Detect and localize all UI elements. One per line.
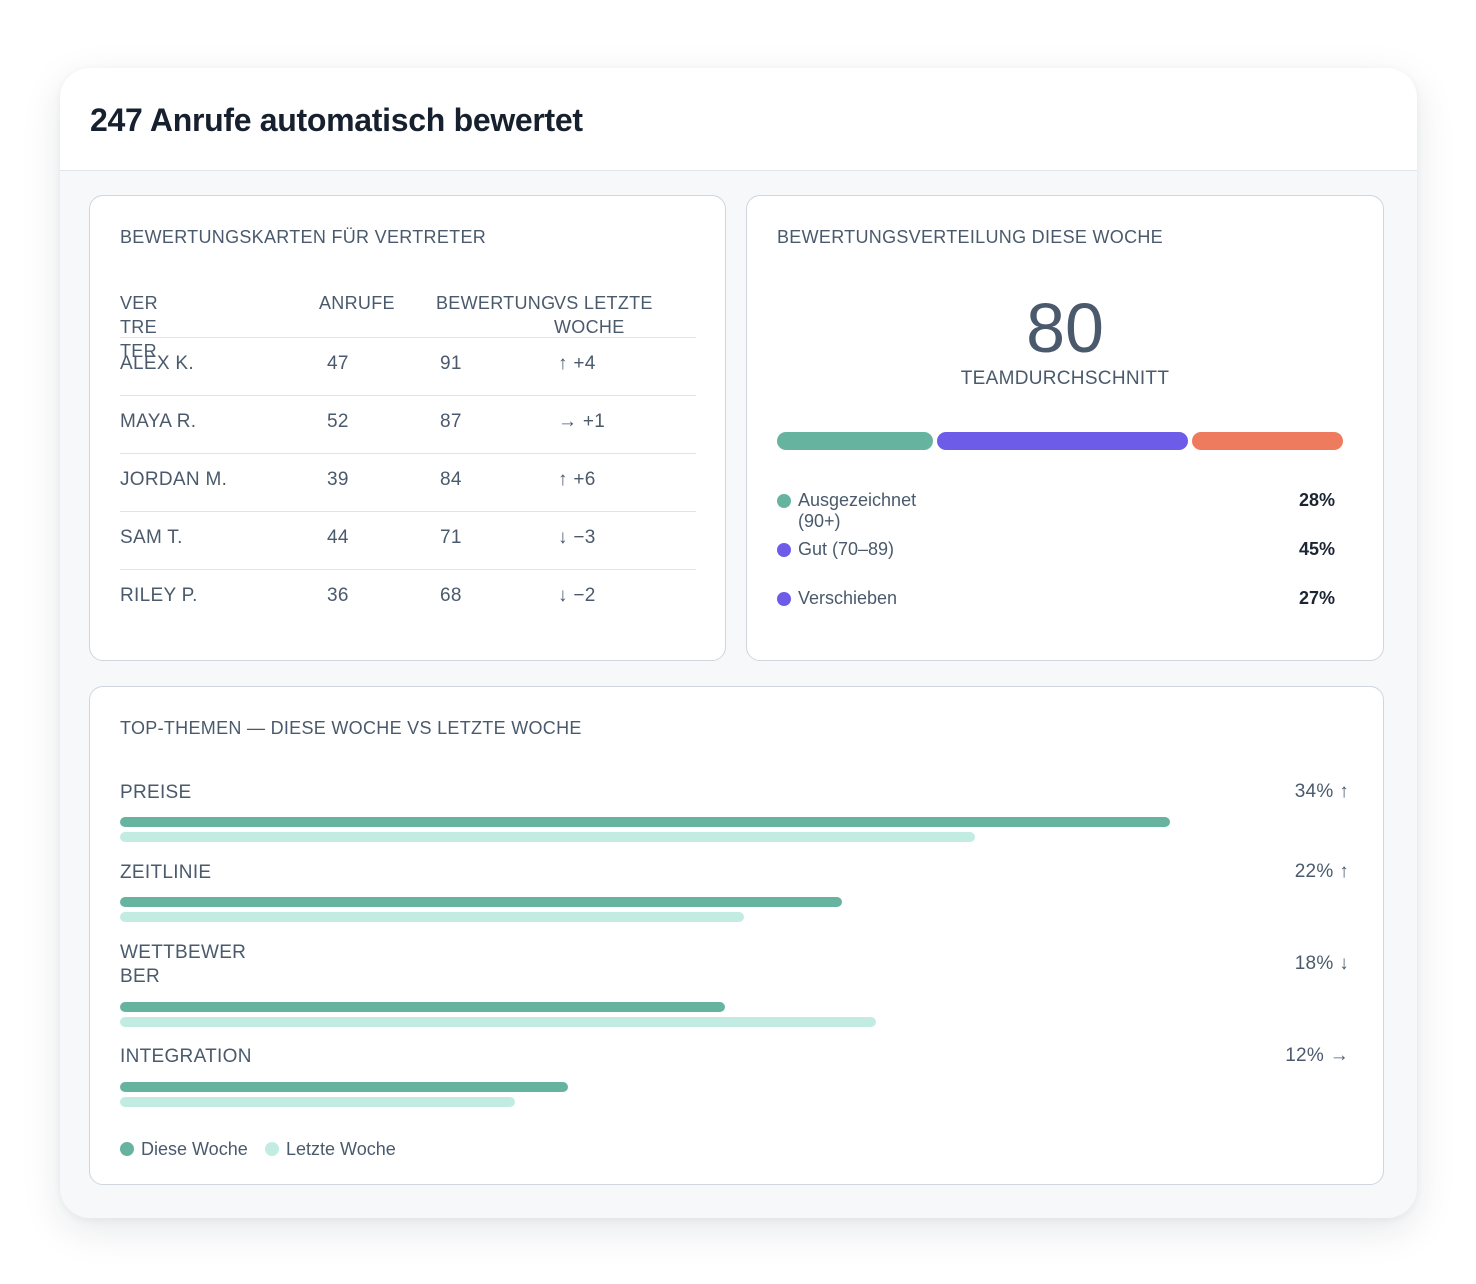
rep-score: 68 xyxy=(440,585,462,606)
legend-label-this-week: Diese Woche xyxy=(141,1139,248,1159)
column-header-score: BEWERTUNG xyxy=(436,293,556,313)
card-header: 247 Anrufe automatisch bewertet xyxy=(60,68,1417,171)
rep-delta: ↓ −2 xyxy=(558,585,596,606)
topic-label: WETTBEWERBER xyxy=(120,942,247,987)
column-header-rep: VERTRETER xyxy=(120,293,158,361)
topics-panel: TOP-THEMEN — DIESE WOCHE VS LETZTE WOCHE… xyxy=(89,686,1384,1185)
scorecards-title: BEWERTUNGSKARTEN FÜR VERTRETER xyxy=(120,227,487,247)
rep-score: 84 xyxy=(440,469,462,490)
rep-calls: 36 xyxy=(327,585,349,606)
legend-percent: 45% xyxy=(1298,539,1335,559)
segment-good xyxy=(937,432,1189,450)
rep-delta: → +1 xyxy=(558,411,606,432)
legend-dot-this-week xyxy=(120,1142,134,1156)
table-row: SAM T. 44 71 ↓ −3 xyxy=(120,512,696,570)
topic-bar-this-week xyxy=(120,1082,568,1092)
table-row: ALEX K. 47 91 ↑ +4 xyxy=(120,338,696,396)
table-row: MAYA R. 52 87 → +1 xyxy=(120,396,696,454)
topic-bar-this-week xyxy=(120,1002,726,1012)
rep-calls: 44 xyxy=(327,527,349,548)
topic-bar-last-week xyxy=(120,1017,877,1027)
topic-bar-this-week xyxy=(120,817,1170,827)
rep-score: 87 xyxy=(440,411,462,432)
topic-value: 18% ↓ xyxy=(1294,953,1349,974)
table-row: RILEY P. 36 68 ↓ −2 xyxy=(120,570,696,628)
topic-value: 12% → xyxy=(1285,1045,1349,1066)
legend-label: Ausgezeichnet (90+) xyxy=(798,490,917,531)
rep-name: JORDAN M. xyxy=(120,469,228,490)
topic-label: PREISE xyxy=(120,782,192,803)
table-row: JORDAN M. 39 84 ↑ +6 xyxy=(120,454,696,512)
legend-dot xyxy=(777,494,791,508)
legend-dot xyxy=(777,592,791,606)
legend-item-good: Gut (70–89) 45% xyxy=(777,539,1337,560)
segment-move xyxy=(1192,432,1343,450)
team-average-value: 80 xyxy=(1026,289,1104,367)
distribution-panel: BEWERTUNGSVERTEILUNG DIESE WOCHE 80 TEAM… xyxy=(746,195,1384,661)
scorecards-panel: BEWERTUNGSKARTEN FÜR VERTRETER VERTRETER… xyxy=(89,195,726,661)
rep-name: MAYA R. xyxy=(120,411,197,432)
column-header-calls: ANRUFE xyxy=(319,293,395,313)
rep-name: ALEX K. xyxy=(120,353,194,374)
legend-item-excellent: Ausgezeichnet (90+) 28% xyxy=(777,490,1337,532)
rep-delta: ↓ −3 xyxy=(558,527,596,548)
topic-bar-last-week xyxy=(120,1097,516,1107)
rep-calls: 39 xyxy=(327,469,349,490)
legend-percent: 27% xyxy=(1298,588,1335,608)
topic-bar-this-week xyxy=(120,897,843,907)
table-header-divider xyxy=(120,337,696,338)
legend-percent: 28% xyxy=(1298,490,1335,510)
rep-calls: 52 xyxy=(327,411,349,432)
legend-item-move: Verschieben 27% xyxy=(777,588,1337,609)
column-header-delta: VS LETZTE WOCHE xyxy=(554,293,653,337)
distribution-bar xyxy=(777,432,1343,450)
rep-score: 91 xyxy=(440,353,462,374)
distribution-title: BEWERTUNGSVERTEILUNG DIESE WOCHE xyxy=(777,227,1163,247)
legend-label: Gut (70–89) xyxy=(798,539,895,559)
legend-dot xyxy=(777,543,791,557)
topic-bar-last-week xyxy=(120,832,976,842)
team-average-label: TEAMDURCHSCHNITT xyxy=(960,368,1170,389)
legend-label: Verschieben xyxy=(798,588,898,608)
topic-value: 34% ↑ xyxy=(1294,781,1349,802)
topic-label: ZEITLINIE xyxy=(120,862,212,883)
rep-name: RILEY P. xyxy=(120,585,198,606)
topic-label: INTEGRATION xyxy=(120,1046,252,1067)
legend-label-last-week: Letzte Woche xyxy=(286,1139,396,1159)
topics-title: TOP-THEMEN — DIESE WOCHE VS LETZTE WOCHE xyxy=(120,718,582,738)
page-title: 247 Anrufe automatisch bewertet xyxy=(90,102,583,138)
rep-delta: ↑ +6 xyxy=(558,469,596,490)
topic-bar-last-week xyxy=(120,912,744,922)
legend-dot-last-week xyxy=(265,1142,279,1156)
segment-excellent xyxy=(777,432,934,450)
rep-calls: 47 xyxy=(327,353,349,374)
topic-value: 22% ↑ xyxy=(1294,861,1349,882)
rep-delta: ↑ +4 xyxy=(558,353,596,374)
dashboard-card: 247 Anrufe automatisch bewertet BEWERTUN… xyxy=(60,68,1417,1218)
rep-name: SAM T. xyxy=(120,527,183,548)
rep-score: 71 xyxy=(440,527,462,548)
